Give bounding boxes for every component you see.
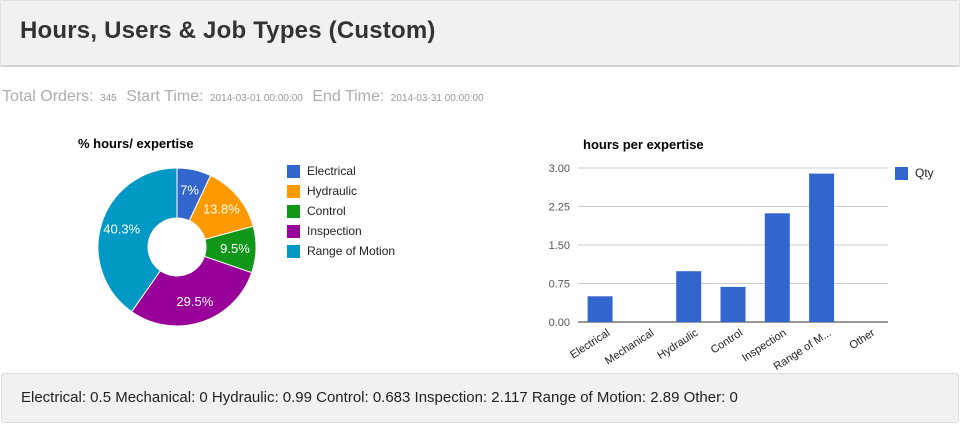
bar-x-axis-labels: Electrical Mechanical Hydraulic Control Insp… [540, 327, 960, 373]
legend-label: Control [307, 204, 346, 218]
legend-label: Range of Motion [307, 244, 396, 258]
y-axis-tick-label: 3.00 [549, 163, 570, 175]
legend-swatch [287, 244, 300, 258]
pie-slice-value-label: 7% [180, 182, 199, 197]
bar-inspection[interactable] [764, 213, 790, 322]
pie-slice-value-label: 29.5% [176, 294, 213, 309]
y-axis-tick-label: 2.25 [549, 202, 570, 214]
start-time-value: 2014-03-01 00:00:00 [210, 93, 303, 104]
start-time-label: Start Time: [126, 88, 204, 105]
bar-xtick-label: Hydraulic [655, 327, 701, 363]
bar-range-of-motion[interactable] [809, 173, 835, 322]
pie-legend-item: Hydraulic [287, 181, 395, 201]
bar-control[interactable] [720, 286, 746, 322]
pie-slice-value-label: 9.5% [220, 241, 250, 256]
pie-legend-item: Range of Motion [287, 241, 395, 261]
pie-legend-item: Control [287, 201, 395, 221]
pie-slice-value-label: 13.8% [203, 202, 240, 217]
page-title: Hours, Users & Job Types (Custom) [20, 17, 436, 44]
bar-xtick-label: Mechanical [602, 327, 656, 368]
bar-xtick-label: Other [847, 327, 878, 353]
y-axis-tick-label: 0.00 [549, 317, 570, 329]
bar-chart-title: hours per expertise [583, 137, 704, 152]
legend-label: Qty [915, 166, 934, 180]
pie-chart: % hours/ expertise 7% 13.8% 9.5% 29.5% 40.3%… [60, 130, 520, 348]
bar-xtick-label: Control [708, 327, 745, 357]
bar-hydraulic[interactable] [676, 271, 702, 322]
pie-legend-item: Inspection [287, 221, 395, 241]
header-panel: Hours, Users & Job Types (Custom) [0, 0, 960, 67]
summary-text: Electrical: 0.5 Mechanical: 0 Hydraulic:… [21, 389, 738, 406]
summary-panel: Electrical: 0.5 Mechanical: 0 Hydraulic:… [1, 373, 959, 423]
end-time-value: 2014-03-31 00:00:00 [390, 93, 484, 104]
legend-swatch [895, 166, 908, 180]
bar-chart-svg: 0.00 0.75 1.50 2.25 3.00 [549, 163, 888, 329]
bar-legend-item: Qty [895, 163, 934, 183]
legend-swatch [287, 164, 300, 178]
donut-chart-svg: 7% 13.8% 9.5% 29.5% 40.3% [97, 167, 257, 327]
status-line: Total Orders: 345 Start Time: 2014-03-01… [2, 88, 489, 106]
legend-label: Electrical [307, 164, 356, 178]
y-axis-tick-label: 1.50 [549, 240, 570, 252]
legend-label: Inspection [307, 224, 362, 238]
legend-swatch [287, 224, 300, 238]
legend-label: Hydraulic [307, 184, 358, 198]
end-time-label: End Time: [312, 88, 385, 105]
pie-slice-value-label: 40.3% [103, 222, 140, 237]
bar-legend: Qty [895, 163, 934, 183]
total-orders-label: Total Orders: [2, 88, 94, 105]
pie-legend: Electrical Hydraulic Control Inspection Rang… [287, 161, 395, 261]
pie-chart-title: % hours/ expertise [78, 136, 194, 151]
pie-slice-range-of-motion[interactable] [97, 167, 178, 313]
legend-swatch [287, 204, 300, 218]
total-orders-value: 345 [100, 93, 117, 104]
pie-legend-item: Electrical [287, 161, 395, 181]
legend-swatch [287, 184, 300, 198]
y-axis-tick-label: 0.75 [549, 279, 570, 291]
pie-slice-inspection[interactable] [130, 255, 253, 327]
bar-electrical[interactable] [587, 296, 613, 322]
bar-chart: hours per expertise 0.00 0.75 1.50 2.25 3.00… [540, 130, 960, 373]
